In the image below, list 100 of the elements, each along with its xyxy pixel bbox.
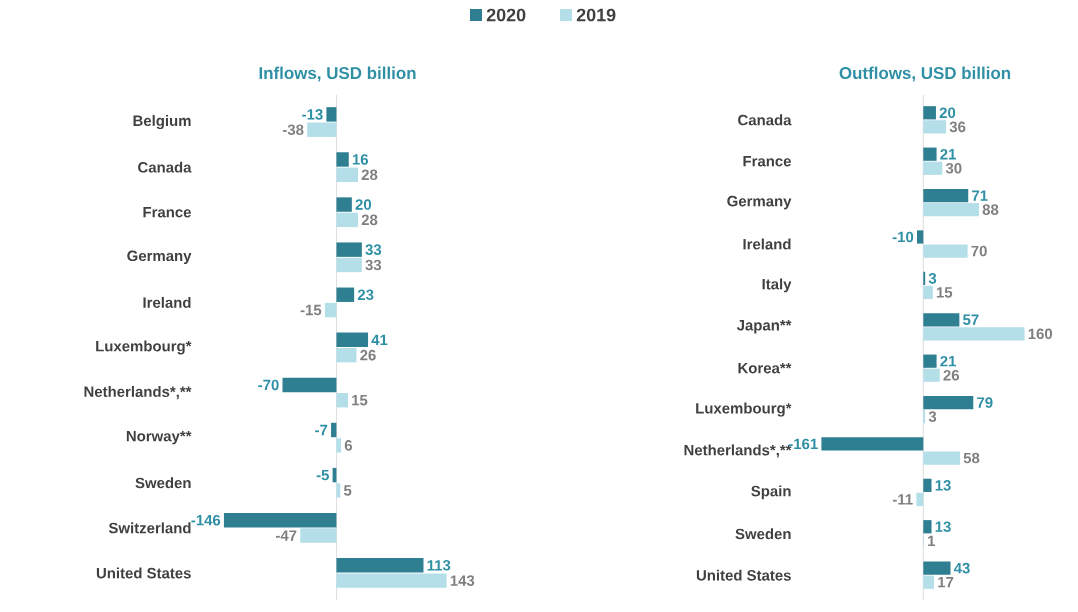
bar (336, 483, 341, 498)
bar (923, 161, 943, 175)
data-label: 3 (928, 411, 937, 422)
bar (923, 451, 960, 465)
bar (326, 107, 337, 122)
data-label: 15 (936, 287, 953, 298)
bar (336, 347, 357, 363)
data-label: -11 (892, 494, 913, 505)
bar (923, 313, 960, 327)
y-tick-label: Luxembourg* (696, 402, 792, 417)
bar (336, 393, 348, 408)
data-label: 6 (344, 440, 353, 451)
data-label: -13 (302, 109, 323, 120)
y-tick-label: Canada (738, 114, 792, 126)
data-label: 113 (427, 559, 451, 571)
legend-label: 2020 (486, 8, 526, 22)
y-tick-label: Netherlands*,** (84, 386, 192, 400)
data-label: 88 (982, 204, 999, 215)
bar (223, 512, 337, 528)
bar (336, 573, 447, 588)
data-label: 26 (360, 349, 376, 361)
data-label: 70 (971, 245, 987, 257)
bar (923, 478, 932, 492)
bar (923, 147, 937, 161)
y-tick-label: Switzerland (108, 522, 191, 534)
bar (916, 492, 924, 507)
y-tick-label: Japan** (736, 320, 792, 334)
data-label: 1 (928, 535, 936, 546)
chart-title: Inflows, USD billion (259, 66, 416, 82)
y-tick-label: Norway** (126, 430, 192, 445)
y-tick-label: Germany (127, 250, 192, 265)
bar (300, 528, 337, 543)
y-tick-label: Germany (727, 195, 792, 210)
y-tick-label: Ireland (143, 296, 191, 308)
bar (307, 122, 337, 137)
bar (916, 230, 924, 244)
bar (923, 354, 937, 368)
bar (923, 395, 974, 410)
data-label: 71 (972, 190, 988, 201)
y-tick-label: Korea** (738, 362, 792, 374)
data-label: -10 (892, 231, 914, 243)
data-label: 28 (361, 214, 378, 226)
data-label: -15 (300, 304, 322, 316)
data-label: 20 (939, 107, 956, 119)
bar (336, 438, 342, 453)
bar (923, 203, 979, 217)
bar (923, 285, 933, 300)
bar (336, 332, 369, 348)
legend-label: 2019 (576, 8, 616, 22)
bar (923, 188, 969, 203)
data-label: 15 (352, 395, 368, 406)
data-label: -47 (276, 530, 297, 541)
y-tick-label: United States (696, 569, 791, 581)
bar (923, 120, 947, 134)
data-label: 21 (940, 355, 956, 367)
y-tick-label: Italy (762, 278, 792, 293)
data-label: 5 (343, 485, 352, 496)
data-label: 33 (365, 244, 382, 255)
bar (331, 422, 337, 438)
bar (821, 437, 924, 451)
data-label: 17 (938, 577, 954, 588)
y-tick-label: Ireland (743, 238, 791, 250)
data-label: 36 (949, 121, 966, 133)
data-label: 30 (945, 162, 962, 174)
bar (336, 558, 424, 573)
bar (923, 520, 932, 534)
bar (282, 377, 337, 393)
bar (923, 575, 935, 589)
data-label: 13 (935, 521, 951, 533)
data-label: 21 (940, 148, 956, 160)
y-tick-label: Luxembourg* (96, 340, 192, 355)
bar (923, 561, 951, 575)
bar (923, 106, 936, 120)
data-label: 16 (352, 154, 369, 165)
bar (336, 257, 362, 273)
bar (336, 167, 358, 183)
bar (336, 197, 352, 212)
bar (923, 327, 1025, 341)
data-label: 41 (371, 334, 388, 345)
data-label: 28 (361, 169, 378, 181)
data-label: 143 (450, 575, 475, 586)
y-tick-label: Sweden (735, 528, 791, 540)
bar (324, 302, 337, 318)
data-label: -38 (282, 124, 304, 136)
chart-title: Outflows, USD billion (839, 66, 1011, 82)
data-label: 26 (943, 369, 960, 381)
data-label: 58 (963, 452, 980, 464)
bar (336, 152, 349, 167)
data-label: -146 (191, 514, 221, 526)
y-tick-label: Belgium (133, 115, 191, 130)
bar (336, 212, 358, 228)
bar (923, 368, 940, 382)
bar (336, 242, 362, 257)
y-tick-label: Spain (751, 485, 791, 500)
data-label: 79 (977, 397, 993, 408)
data-label: 160 (1028, 328, 1053, 340)
y-tick-label: Sweden (135, 477, 191, 489)
y-tick-label: France (143, 207, 191, 218)
data-label: -70 (258, 379, 279, 391)
data-label: 33 (365, 259, 382, 271)
